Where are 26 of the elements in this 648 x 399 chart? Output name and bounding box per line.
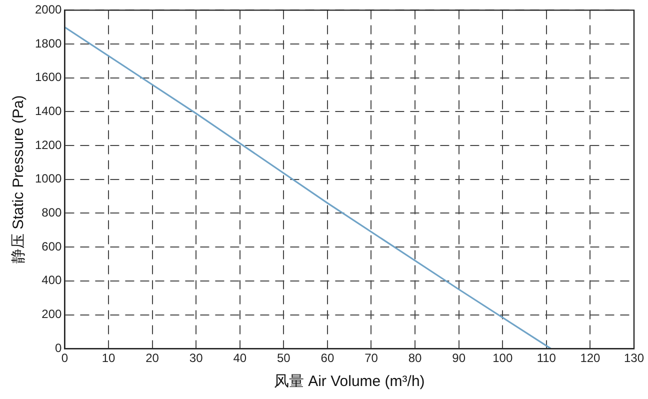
- y-tick-label: 2000: [34, 2, 62, 17]
- x-tick-label: 90: [452, 351, 466, 366]
- x-axis-title: 风量 Air Volume (m³/h): [274, 373, 425, 390]
- x-tick-label: 120: [580, 351, 601, 366]
- x-tick-label: 100: [492, 351, 513, 366]
- y-tick-label: 200: [42, 307, 62, 322]
- x-tick-label: 20: [146, 351, 160, 366]
- y-tick-label: 1800: [34, 36, 62, 50]
- x-tick-label: 80: [408, 351, 422, 366]
- y-tick-label: 1600: [34, 70, 62, 84]
- y-tick-label: 0: [55, 340, 62, 355]
- x-tick-label: 40: [233, 351, 247, 366]
- y-tick-label: 800: [42, 206, 62, 220]
- x-tick-label: 50: [276, 351, 291, 366]
- y-axis-title: 静压 Static Pressure (Pa): [10, 95, 28, 264]
- x-tick-label: 30: [189, 351, 204, 366]
- y-tick-label: 1200: [34, 138, 62, 152]
- y-tick-label: 400: [42, 273, 62, 288]
- y-tick-label: 1000: [34, 172, 62, 186]
- y-tick-label: 1400: [34, 104, 62, 118]
- x-tick-label: 110: [536, 351, 556, 366]
- x-tick-label: 10: [102, 351, 116, 366]
- x-tick-label: 60: [320, 351, 334, 366]
- x-tick-label: 70: [364, 351, 378, 366]
- y-tick-label: 600: [42, 239, 62, 254]
- x-tick-label: 130: [624, 351, 644, 366]
